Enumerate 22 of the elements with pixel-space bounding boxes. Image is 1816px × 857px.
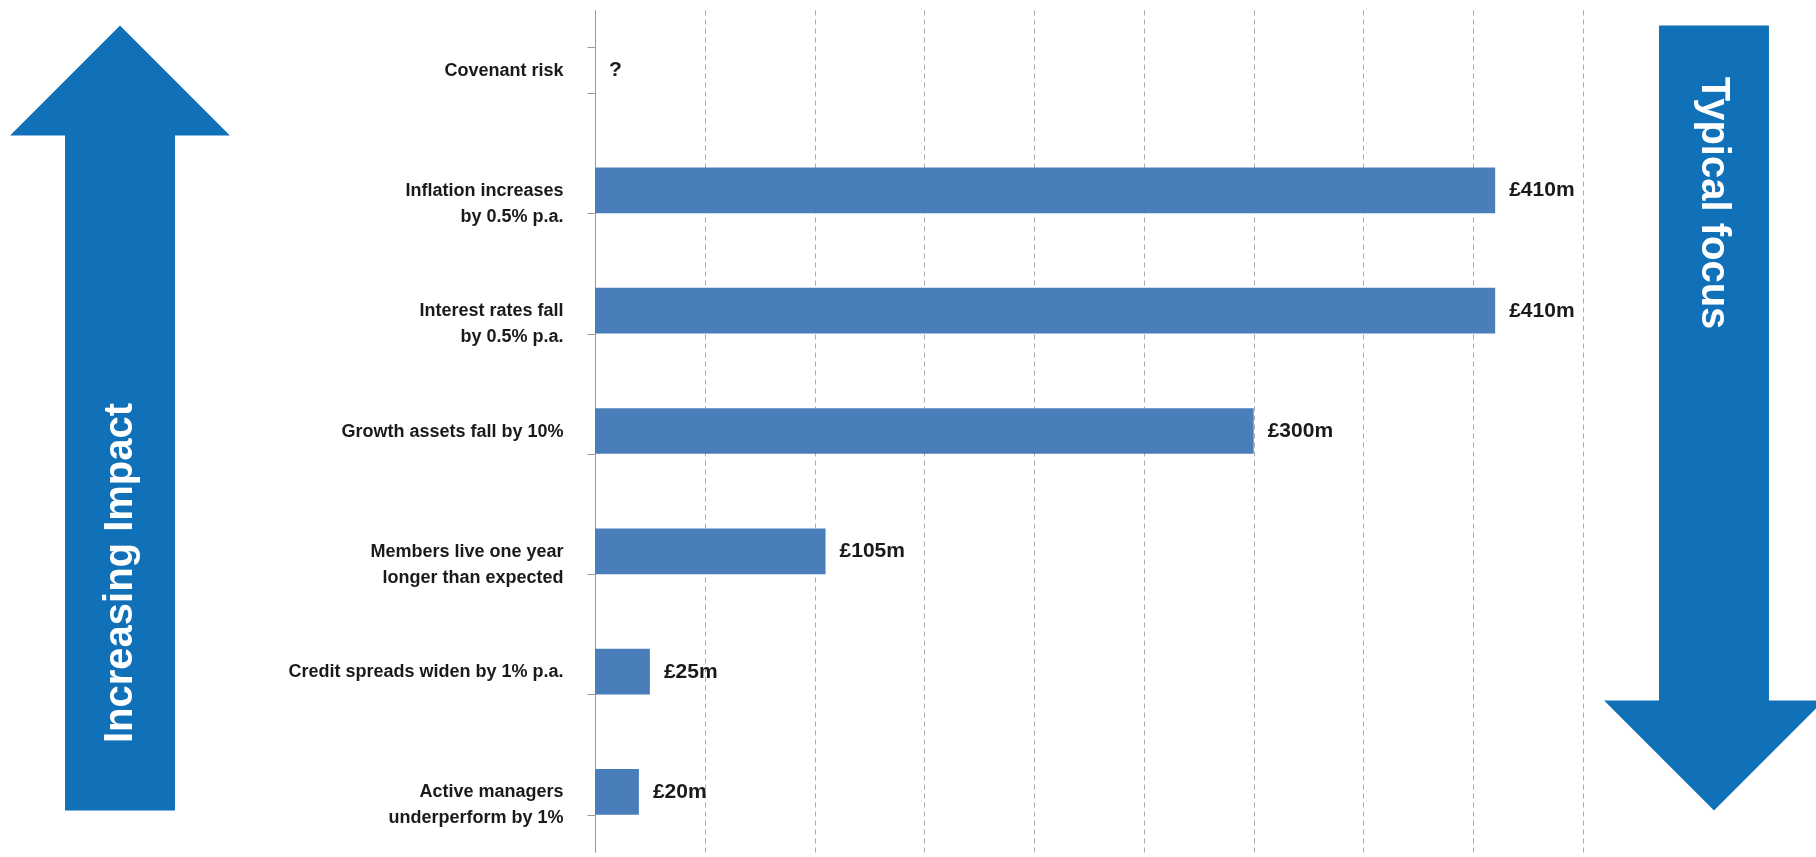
text: ? (609, 57, 622, 81)
y-tick-label: Covenant risk (444, 59, 565, 80)
y-tick-label: Interest rates fall by 0.5% p.a. (419, 300, 564, 347)
bar (595, 648, 650, 695)
text: Typical focus (1694, 76, 1738, 330)
bar (595, 528, 826, 575)
bar (595, 287, 1496, 334)
y-tick-label: Growth assets fall by 10% (341, 420, 564, 441)
data-label: £300m (1267, 418, 1334, 441)
text: Increasing Impact (96, 402, 140, 744)
y-tick-label: Active managers underperform by 1% (388, 781, 564, 828)
y-tick-label: Inflation increases by 0.5% p.a. (405, 179, 564, 226)
data-label: £410m (1509, 177, 1575, 201)
data-label: £410m (1509, 297, 1575, 321)
y-tick-label: Members live one year longer than expected (370, 540, 564, 587)
data-label: £105m (839, 538, 905, 562)
data-label: £20m (652, 778, 707, 802)
data-label: £25m (663, 658, 718, 682)
bar (595, 408, 1254, 454)
bar (595, 769, 639, 815)
bar (595, 167, 1496, 214)
y-tick-label: Credit spreads widen by 1% p.a. (288, 661, 564, 682)
